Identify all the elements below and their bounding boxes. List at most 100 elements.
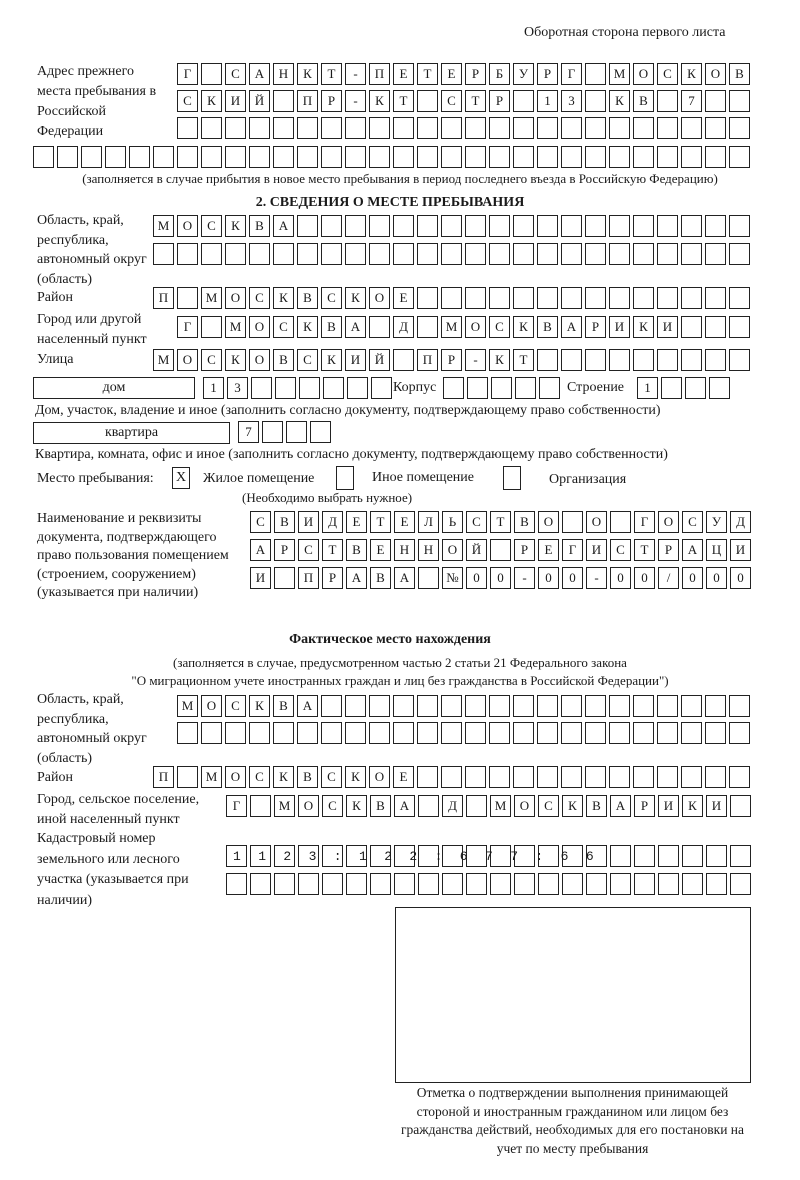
char-cell[interactable] (633, 349, 654, 371)
actual-region-row-2[interactable] (177, 722, 750, 744)
char-cell[interactable]: В (273, 695, 294, 717)
char-cell[interactable] (441, 722, 462, 744)
char-cell[interactable] (441, 243, 462, 265)
char-cell[interactable] (514, 873, 535, 895)
char-cell[interactable] (585, 215, 606, 237)
char-cell[interactable]: - (514, 567, 535, 589)
char-cell[interactable]: О (201, 695, 222, 717)
char-cell[interactable] (682, 873, 703, 895)
checkbox-residential[interactable]: X (172, 467, 190, 489)
char-cell[interactable]: К (273, 766, 294, 788)
char-cell[interactable] (561, 243, 582, 265)
char-cell[interactable] (609, 349, 630, 371)
char-cell[interactable]: 0 (706, 567, 727, 589)
char-cell[interactable] (393, 722, 414, 744)
char-cell[interactable]: С (466, 511, 487, 533)
char-cell[interactable]: Н (273, 63, 294, 85)
char-cell[interactable]: 0 (682, 567, 703, 589)
char-cell[interactable] (33, 146, 54, 168)
char-cell[interactable] (513, 90, 534, 112)
char-cell[interactable] (491, 377, 512, 399)
char-cell[interactable]: 1 (537, 90, 558, 112)
char-cell[interactable]: Т (393, 90, 414, 112)
char-cell[interactable] (729, 243, 750, 265)
char-cell[interactable] (201, 117, 222, 139)
char-cell[interactable]: 0 (610, 567, 631, 589)
char-cell[interactable] (345, 695, 366, 717)
char-cell[interactable] (489, 146, 510, 168)
char-cell[interactable] (417, 146, 438, 168)
char-cell[interactable]: М (441, 316, 462, 338)
char-cell[interactable] (730, 845, 751, 867)
char-cell[interactable] (705, 215, 726, 237)
char-cell[interactable]: А (345, 316, 366, 338)
char-cell[interactable] (345, 243, 366, 265)
char-cell[interactable] (418, 795, 439, 817)
char-cell[interactable] (81, 146, 102, 168)
char-cell[interactable]: С (321, 766, 342, 788)
char-cell[interactable]: К (249, 695, 270, 717)
char-cell[interactable]: С (273, 316, 294, 338)
char-cell[interactable]: К (562, 795, 583, 817)
char-cell[interactable]: В (633, 90, 654, 112)
char-cell[interactable]: 0 (490, 567, 511, 589)
char-cell[interactable] (633, 146, 654, 168)
char-cell[interactable]: К (681, 63, 702, 85)
char-cell[interactable]: К (633, 316, 654, 338)
char-cell[interactable]: С (489, 316, 510, 338)
char-cell[interactable]: Н (418, 539, 439, 561)
char-cell[interactable]: У (513, 63, 534, 85)
char-cell[interactable]: Р (322, 567, 343, 589)
char-cell[interactable]: - (345, 90, 366, 112)
char-cell[interactable]: О (369, 766, 390, 788)
char-cell[interactable] (393, 117, 414, 139)
char-cell[interactable] (297, 146, 318, 168)
building-row[interactable]: 1 (637, 377, 730, 399)
char-cell[interactable]: Д (322, 511, 343, 533)
char-cell[interactable]: И (586, 539, 607, 561)
char-cell[interactable]: О (705, 63, 726, 85)
char-cell[interactable] (657, 722, 678, 744)
char-cell[interactable] (393, 146, 414, 168)
char-cell[interactable] (633, 117, 654, 139)
char-cell[interactable] (515, 377, 536, 399)
char-cell[interactable] (585, 695, 606, 717)
char-cell[interactable] (345, 146, 366, 168)
char-cell[interactable]: К (345, 287, 366, 309)
char-cell[interactable] (441, 117, 462, 139)
char-cell[interactable]: Д (730, 511, 751, 533)
char-cell[interactable] (489, 695, 510, 717)
char-cell[interactable]: Й (369, 349, 390, 371)
char-cell[interactable]: С (610, 539, 631, 561)
char-cell[interactable] (561, 722, 582, 744)
char-cell[interactable]: О (586, 511, 607, 533)
char-cell[interactable] (310, 421, 331, 443)
char-cell[interactable] (561, 695, 582, 717)
char-cell[interactable]: И (250, 567, 271, 589)
char-cell[interactable] (201, 316, 222, 338)
char-cell[interactable] (323, 377, 344, 399)
char-cell[interactable] (394, 873, 415, 895)
char-cell[interactable] (514, 845, 535, 867)
char-cell[interactable] (370, 845, 391, 867)
char-cell[interactable] (538, 845, 559, 867)
char-cell[interactable]: В (297, 287, 318, 309)
char-cell[interactable] (609, 695, 630, 717)
char-cell[interactable]: Т (513, 349, 534, 371)
char-cell[interactable]: К (225, 215, 246, 237)
char-cell[interactable] (321, 243, 342, 265)
char-cell[interactable]: О (658, 511, 679, 533)
char-cell[interactable]: К (345, 766, 366, 788)
char-cell[interactable] (369, 722, 390, 744)
char-cell[interactable]: К (513, 316, 534, 338)
char-cell[interactable] (322, 873, 343, 895)
char-cell[interactable]: С (538, 795, 559, 817)
char-cell[interactable]: С (201, 349, 222, 371)
char-cell[interactable] (585, 766, 606, 788)
char-cell[interactable] (609, 243, 630, 265)
